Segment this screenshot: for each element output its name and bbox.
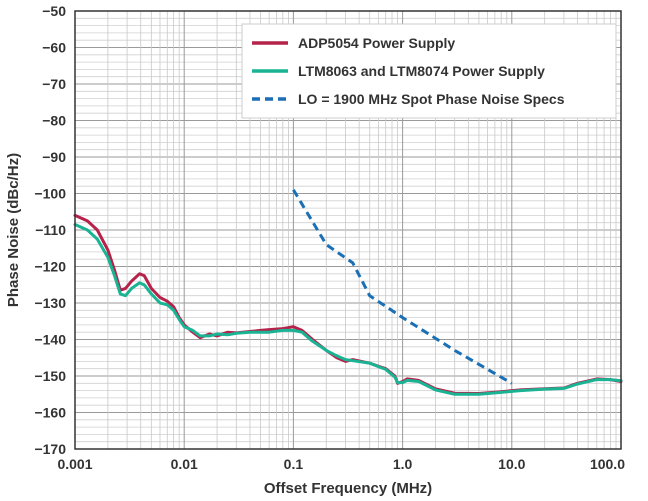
y-tick-labels: −50 −60 −70 −80 −90 −100 −110 −120 −130 −140 −150 −…: [34, 3, 66, 457]
y-tick-label: −140: [34, 332, 66, 348]
y-tick-label: −130: [34, 295, 66, 311]
y-tick-label: −120: [34, 259, 66, 275]
y-tick-label: −110: [35, 222, 66, 238]
legend-label-0: ADP5054 Power Supply: [298, 35, 455, 51]
y-tick-label: −80: [42, 113, 66, 129]
y-tick-label: −60: [42, 40, 66, 56]
legend: ADP5054 Power Supply LTM8063 and LTM8074 …: [241, 23, 617, 119]
y-tick-label: −100: [34, 186, 66, 202]
x-axis-title: Offset Frequency (MHz): [264, 480, 432, 497]
y-tick-label: −50: [42, 3, 66, 19]
legend-label-1: LTM8063 and LTM8074 Power Supply: [298, 63, 545, 79]
series-line-0: [73, 213, 623, 395]
x-tick-label: 0.1: [284, 456, 304, 472]
y-tick-label: −170: [34, 441, 66, 457]
legend-label-2: LO = 1900 MHz Spot Phase Noise Specs: [298, 91, 565, 107]
legend-box: [241, 23, 617, 119]
x-tick-label: 10.0: [498, 456, 525, 472]
x-tick-label: 0.001: [57, 456, 92, 472]
x-tick-labels: 0.001 0.01 0.1 1.0 10.0 100.0: [57, 456, 625, 472]
x-tick-label: 1.0: [393, 456, 413, 472]
y-tick-label: −90: [42, 149, 66, 165]
plot-frame: [74, 10, 622, 450]
series-line-1: [73, 223, 623, 396]
y-tick-label: −160: [34, 405, 66, 421]
y-axis-title: Phase Noise (dBc/Hz): [5, 153, 22, 307]
series-lines: [73, 189, 623, 396]
y-tick-label: −150: [34, 368, 66, 384]
x-tick-label: 100.0: [590, 456, 625, 472]
series-line-2: [292, 189, 513, 385]
x-tick-label: 0.01: [171, 456, 198, 472]
y-tick-label: −70: [42, 76, 66, 92]
